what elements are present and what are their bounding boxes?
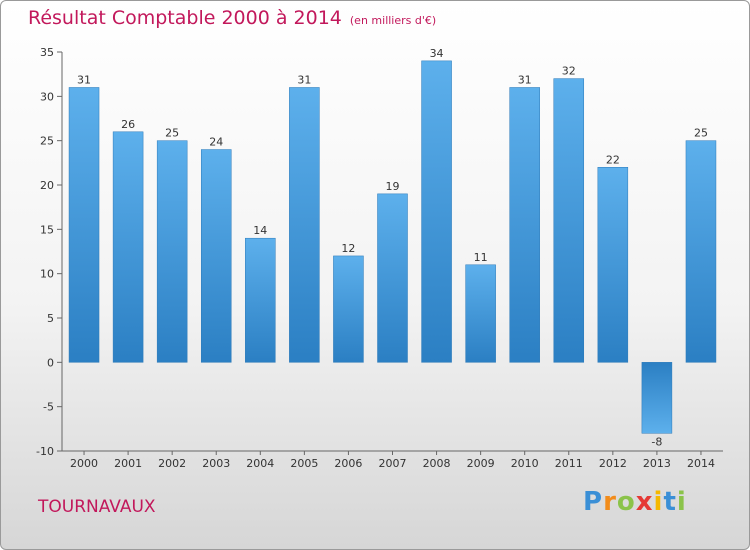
bar-2012	[597, 167, 629, 363]
data-label-2012: 22	[606, 153, 620, 166]
logo-letter: r	[603, 487, 617, 517]
x-tick-label: 2003	[202, 457, 230, 470]
y-tick-label: 5	[47, 312, 54, 325]
data-label-2013: -8	[651, 435, 662, 448]
y-tick-label: 30	[40, 90, 54, 103]
x-tick-label: 2004	[246, 457, 274, 470]
x-tick-label: 2008	[423, 457, 451, 470]
bar-2009	[465, 264, 496, 363]
y-tick-label: 25	[40, 135, 54, 148]
logo-letter: o	[616, 487, 636, 517]
bar-2005	[289, 87, 320, 363]
data-label-2002: 25	[165, 127, 179, 140]
commune-name: TOURNAVAUX	[38, 497, 156, 517]
x-tick-label: 2000	[70, 457, 98, 470]
data-label-2010: 31	[518, 73, 532, 86]
bar-2007	[377, 193, 408, 363]
logo-letter: x	[635, 487, 654, 517]
y-tick-label: 20	[40, 179, 54, 192]
data-label-2009: 11	[474, 251, 488, 264]
proxiti-logo: Proxiti	[583, 487, 687, 517]
logo-letter: i	[653, 487, 664, 517]
logo-letter: P	[583, 487, 604, 517]
y-tick-label: 10	[40, 268, 54, 281]
data-label-2007: 19	[386, 180, 400, 193]
x-tick-label: 2007	[379, 457, 407, 470]
x-tick-label: 2010	[511, 457, 539, 470]
data-label-2005: 31	[297, 73, 311, 86]
bar-2006	[333, 255, 364, 363]
data-label-2008: 34	[430, 47, 444, 60]
bar-2001	[112, 131, 144, 363]
x-tick-label: 2013	[643, 457, 671, 470]
data-label-2006: 12	[341, 242, 355, 255]
title-text: Résultat Comptable 2000 à 2014	[28, 7, 342, 29]
x-tick-label: 2005	[290, 457, 318, 470]
bar-2002	[156, 140, 188, 363]
y-tick-label: 15	[40, 223, 54, 236]
y-tick-label: -5	[43, 401, 54, 414]
data-label-2000: 31	[77, 73, 91, 86]
x-tick-label: 2011	[555, 457, 583, 470]
bar-2010	[509, 87, 540, 363]
x-tick-label: 2014	[687, 457, 715, 470]
y-tick-label: 0	[47, 356, 54, 369]
chart-title: Résultat Comptable 2000 à 2014 (en millie…	[28, 7, 436, 29]
data-label-2001: 26	[121, 118, 135, 131]
unit-label: (en milliers d'€)	[349, 14, 437, 27]
bar-2003	[200, 149, 232, 363]
x-tick-label: 2012	[599, 457, 627, 470]
bar-2014	[685, 140, 717, 363]
x-tick-label: 2009	[467, 457, 495, 470]
logo-letter: i	[676, 487, 687, 517]
data-label-2004: 14	[253, 224, 267, 237]
bar-2000	[68, 87, 100, 363]
y-tick-label: 35	[40, 46, 54, 59]
bar-2004	[245, 237, 276, 363]
bar-2013	[641, 362, 673, 434]
bar-2008	[421, 60, 452, 363]
x-tick-label: 2001	[114, 457, 142, 470]
data-label-2014: 25	[694, 127, 708, 140]
data-label-2011: 32	[562, 65, 576, 78]
data-label-2003: 24	[209, 136, 223, 149]
y-tick-label: -10	[36, 445, 54, 458]
logo-letter: t	[663, 487, 677, 517]
x-tick-label: 2002	[158, 457, 186, 470]
x-tick-label: 2006	[334, 457, 362, 470]
bar-2011	[553, 78, 585, 363]
